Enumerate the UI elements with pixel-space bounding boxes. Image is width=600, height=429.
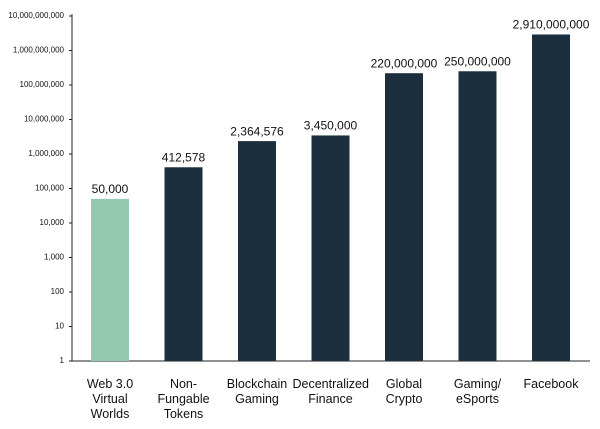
value-label: 3,450,000	[304, 119, 358, 133]
x-tick-label: Decentralized Finance	[292, 377, 369, 406]
value-label: 2,364,576	[230, 124, 284, 138]
value-label: 220,000,000	[371, 56, 438, 70]
y-tick-label: 10,000,000	[24, 115, 65, 124]
x-tick-label: Non- Fungable Tokens	[157, 377, 210, 421]
value-label: 2,910,000,000	[513, 18, 590, 32]
x-tick-label: Blockchain Gaming	[226, 377, 288, 406]
x-tick-label: Facebook	[523, 377, 579, 391]
value-label: 250,000,000	[444, 54, 511, 68]
bar	[385, 73, 423, 362]
y-tick-label: 10	[55, 322, 64, 331]
y-tick-label: 1	[60, 356, 65, 365]
x-tick-label: Global Crypto	[385, 377, 423, 406]
x-tick-label: Gaming/ eSports	[453, 377, 502, 406]
y-tick-label: 1,000,000,000	[13, 46, 65, 55]
value-label: 412,578	[162, 150, 206, 164]
y-tick-label: 10,000,000,000	[8, 11, 64, 20]
bar	[458, 71, 497, 362]
bar	[91, 198, 129, 361]
y-tick-label: 100,000	[35, 184, 64, 193]
bar	[532, 34, 570, 361]
value-label: 50,000	[92, 182, 129, 196]
bar	[238, 141, 276, 361]
x-tick-label: Web 3.0 Virtual Worlds	[86, 377, 134, 421]
y-tick-label: 1,000,000	[28, 149, 64, 158]
bar	[311, 135, 350, 361]
y-tick-label: 10,000	[40, 218, 65, 227]
y-tick-label: 100,000,000	[20, 80, 65, 89]
y-tick-label: 1,000	[44, 253, 65, 262]
bar	[164, 167, 203, 361]
y-tick-label: 100	[51, 287, 65, 296]
